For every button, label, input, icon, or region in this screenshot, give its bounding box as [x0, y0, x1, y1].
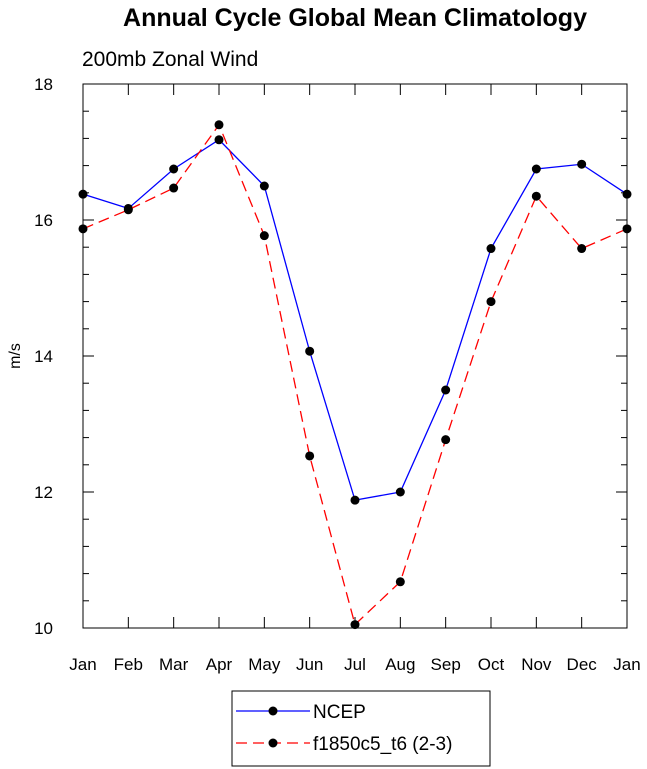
data-point: [259, 181, 269, 191]
legend-box: [231, 690, 491, 767]
data-point: [531, 191, 541, 201]
legend: NCEP f1850c5_t6 (2-3): [231, 690, 491, 767]
series-0: [78, 135, 632, 505]
data-point: [214, 120, 224, 130]
data-point: [441, 385, 451, 395]
series-layer: [78, 120, 632, 630]
x-tick-label: Apr: [206, 655, 233, 674]
data-point: [486, 297, 496, 307]
data-point: [395, 577, 405, 587]
x-tick-label: Dec: [567, 655, 598, 674]
y-tick-labels: 10 12 14 16 18: [34, 75, 53, 638]
data-point: [214, 135, 224, 145]
legend-label: NCEP: [313, 702, 366, 723]
x-tick-label: Jan: [69, 655, 96, 674]
data-point: [305, 451, 315, 461]
axis-ticks: [82, 83, 628, 629]
data-point: [577, 244, 587, 254]
data-point: [622, 189, 632, 199]
x-tick-label: Jul: [344, 655, 366, 674]
chart-title: Annual Cycle Global Mean Climatology: [123, 4, 587, 32]
data-point: [441, 435, 451, 445]
x-tick-label: Feb: [114, 655, 143, 674]
legend-marker: [268, 706, 278, 716]
legend-label: f1850c5_t6 (2-3): [313, 734, 452, 755]
data-point: [78, 224, 88, 234]
x-tick-label: Aug: [385, 655, 415, 674]
x-tick-label: Nov: [521, 655, 552, 674]
data-point: [577, 159, 587, 169]
y-tick-label: 16: [34, 211, 53, 230]
x-tick-labels: Jan Feb Mar Apr May Jun Jul Aug Sep Oct Nov Dec Jan: [69, 655, 640, 674]
y-axis-label: m/s: [7, 343, 24, 369]
data-point: [531, 164, 541, 174]
series-1: [78, 120, 632, 630]
data-point: [350, 495, 360, 505]
x-tick-label: Jun: [296, 655, 323, 674]
y-tick-label: 14: [34, 347, 53, 366]
data-point: [123, 205, 133, 215]
y-tick-label: 18: [34, 75, 53, 94]
data-point: [169, 164, 179, 174]
legend-entries: NCEP f1850c5_t6 (2-3): [236, 702, 452, 755]
x-tick-label: Oct: [478, 655, 505, 674]
series-line: [82, 138, 628, 501]
x-tick-label: Jan: [613, 655, 640, 674]
data-point: [486, 244, 496, 254]
x-tick-label: May: [248, 655, 281, 674]
x-tick-label: Mar: [159, 655, 189, 674]
chart-subtitle: 200mb Zonal Wind: [82, 48, 258, 71]
series-line: [82, 123, 628, 626]
data-point: [169, 183, 179, 193]
data-point: [622, 224, 632, 234]
data-point: [305, 346, 315, 356]
plot-frame: [82, 83, 628, 629]
y-tick-label: 10: [34, 619, 53, 638]
data-point: [78, 189, 88, 199]
legend-marker: [268, 738, 278, 748]
data-point: [259, 231, 269, 241]
data-point: [395, 487, 405, 497]
y-tick-label: 12: [34, 483, 53, 502]
x-tick-label: Sep: [431, 655, 461, 674]
data-point: [350, 620, 360, 630]
